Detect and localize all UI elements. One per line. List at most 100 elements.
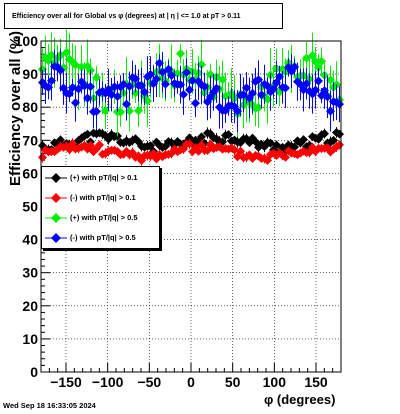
legend-marker-icon	[45, 173, 67, 183]
data-point	[56, 135, 65, 145]
x-tick-label: −100	[92, 374, 124, 390]
y-tick-label: 80	[22, 99, 38, 115]
data-point	[125, 106, 134, 116]
data-point	[197, 60, 206, 70]
data-point	[248, 88, 257, 98]
data-point	[161, 79, 170, 89]
data-point	[143, 96, 152, 106]
data-point	[218, 75, 227, 85]
data-point	[92, 107, 101, 117]
y-tick-label: 30	[22, 265, 38, 281]
data-point	[110, 82, 119, 92]
data-point	[290, 62, 299, 72]
data-point	[311, 85, 320, 95]
y-tick-label: 40	[22, 232, 38, 248]
legend-entry: (-) with pT/|q| > 0.5	[42, 228, 159, 248]
data-point	[299, 135, 308, 145]
data-point	[335, 99, 344, 109]
data-point	[263, 94, 272, 104]
legend-label: (-) with pT/|q| > 0.5	[70, 233, 136, 242]
data-point	[335, 129, 344, 139]
data-point	[38, 64, 47, 74]
data-point	[314, 62, 323, 72]
y-axis-label: Efficiency over all (%)	[7, 30, 24, 186]
data-point	[197, 132, 206, 142]
data-point	[314, 76, 323, 86]
y-tick-label: 20	[22, 298, 38, 314]
data-point	[269, 84, 278, 94]
data-point	[56, 65, 65, 75]
x-tick-label: −50	[137, 374, 161, 390]
data-point	[188, 76, 197, 86]
y-tick-label: 90	[22, 66, 38, 82]
legend: (+) with pT/|q| > 0.1 (-) with pT/|q| > …	[41, 166, 160, 249]
data-point	[254, 75, 263, 85]
data-point	[176, 49, 185, 59]
y-tick-label: 100	[15, 33, 39, 49]
data-point	[230, 145, 239, 155]
data-point	[317, 56, 326, 66]
x-tick-label: 100	[263, 374, 287, 390]
data-point	[239, 90, 248, 100]
data-point	[185, 139, 194, 149]
chart-title: Efficiency over all for Global vs φ (deg…	[4, 3, 283, 29]
data-point	[290, 142, 299, 152]
x-tick-label: 0	[187, 374, 195, 390]
x-tick-label: 150	[304, 374, 328, 390]
data-point	[257, 90, 266, 100]
data-point	[152, 74, 161, 84]
data-point	[299, 85, 308, 95]
data-point	[275, 72, 284, 82]
data-point	[185, 85, 194, 95]
data-point	[71, 98, 80, 108]
data-point	[134, 106, 143, 116]
data-point	[92, 73, 101, 83]
legend-label: (+) with pT/|q| > 0.1	[70, 173, 138, 182]
data-point	[83, 93, 92, 103]
data-point	[176, 80, 185, 90]
data-point	[167, 70, 176, 80]
data-point	[77, 62, 86, 72]
data-point	[326, 75, 335, 85]
legend-label: (+) with pT/|q| > 0.5	[70, 213, 138, 222]
x-axis-label: φ (degrees)	[264, 392, 336, 407]
data-point	[95, 140, 104, 150]
legend-marker-icon	[45, 213, 67, 223]
data-point	[113, 91, 122, 101]
x-tick-label: 50	[225, 374, 241, 390]
data-point	[65, 89, 74, 99]
legend-marker-icon	[45, 233, 67, 243]
timestamp: Wed Sep 18 16:33:05 2024	[3, 401, 96, 410]
data-point	[182, 68, 191, 78]
data-point	[101, 106, 110, 116]
data-point	[83, 129, 92, 139]
data-point	[254, 103, 263, 113]
data-point	[137, 81, 146, 91]
x-tick-label: −150	[50, 374, 82, 390]
data-point	[122, 99, 131, 109]
data-point	[242, 83, 251, 93]
data-point	[194, 146, 203, 156]
y-tick-label: 60	[22, 165, 38, 181]
data-point	[47, 76, 56, 86]
data-point	[38, 152, 47, 162]
data-point	[164, 64, 173, 74]
data-point	[155, 58, 164, 68]
y-tick-label: 10	[22, 331, 38, 347]
data-point	[302, 79, 311, 89]
data-point	[281, 83, 290, 93]
data-point	[86, 141, 95, 151]
data-point	[233, 106, 242, 116]
data-point	[62, 47, 71, 57]
data-point	[200, 82, 209, 92]
data-point	[323, 92, 332, 102]
legend-entry: (+) with pT/|q| > 0.1	[42, 168, 159, 188]
data-point	[224, 130, 233, 140]
data-point	[131, 88, 140, 98]
data-point	[116, 107, 125, 117]
data-point	[80, 81, 89, 91]
y-tick-label: 70	[22, 132, 38, 148]
y-tick-label: 50	[22, 199, 38, 215]
